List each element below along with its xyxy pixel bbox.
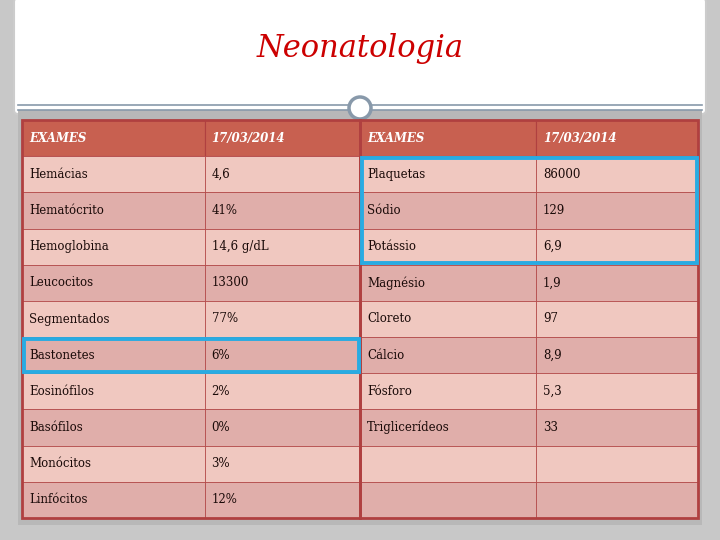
FancyBboxPatch shape — [22, 192, 204, 228]
Text: Cloreto: Cloreto — [367, 313, 411, 326]
FancyBboxPatch shape — [22, 373, 204, 409]
FancyBboxPatch shape — [536, 337, 698, 373]
FancyBboxPatch shape — [360, 120, 536, 156]
Text: 3%: 3% — [212, 457, 230, 470]
Text: Triglicerídeos: Triglicerídeos — [367, 421, 450, 434]
FancyBboxPatch shape — [204, 265, 360, 301]
Text: Hemoglobina: Hemoglobina — [29, 240, 109, 253]
Text: 129: 129 — [543, 204, 565, 217]
Text: 5,3: 5,3 — [543, 385, 562, 398]
Text: Cálcio: Cálcio — [367, 349, 404, 362]
FancyBboxPatch shape — [22, 337, 204, 373]
Text: 6%: 6% — [212, 349, 230, 362]
Text: Sódio: Sódio — [367, 204, 400, 217]
Text: Neonatologia: Neonatologia — [256, 32, 464, 64]
Text: 2%: 2% — [212, 385, 230, 398]
FancyBboxPatch shape — [360, 337, 536, 373]
Text: Basófilos: Basófilos — [29, 421, 83, 434]
Text: Fósforo: Fósforo — [367, 385, 412, 398]
Text: 8,9: 8,9 — [543, 349, 562, 362]
FancyBboxPatch shape — [360, 192, 536, 228]
Text: Eosinófilos: Eosinófilos — [29, 385, 94, 398]
FancyBboxPatch shape — [360, 156, 536, 192]
Text: Plaquetas: Plaquetas — [367, 168, 426, 181]
Text: Leucocitos: Leucocitos — [29, 276, 93, 289]
Text: 17/03/2014: 17/03/2014 — [212, 132, 285, 145]
FancyBboxPatch shape — [360, 482, 536, 518]
FancyBboxPatch shape — [22, 265, 204, 301]
FancyBboxPatch shape — [536, 192, 698, 228]
Text: EXAMES: EXAMES — [29, 132, 86, 145]
FancyBboxPatch shape — [536, 265, 698, 301]
Text: 1,9: 1,9 — [543, 276, 562, 289]
FancyBboxPatch shape — [22, 301, 204, 337]
FancyBboxPatch shape — [536, 409, 698, 445]
FancyBboxPatch shape — [360, 265, 536, 301]
FancyBboxPatch shape — [360, 228, 536, 265]
Text: 4,6: 4,6 — [212, 168, 230, 181]
FancyBboxPatch shape — [22, 482, 204, 518]
Text: Monócitos: Monócitos — [29, 457, 91, 470]
Circle shape — [353, 101, 367, 115]
Text: Magnésio: Magnésio — [367, 276, 425, 289]
FancyBboxPatch shape — [360, 409, 536, 445]
FancyBboxPatch shape — [204, 156, 360, 192]
FancyBboxPatch shape — [204, 373, 360, 409]
FancyBboxPatch shape — [204, 446, 360, 482]
FancyBboxPatch shape — [536, 228, 698, 265]
FancyBboxPatch shape — [536, 120, 698, 156]
FancyBboxPatch shape — [536, 301, 698, 337]
Text: Segmentados: Segmentados — [29, 313, 109, 326]
FancyBboxPatch shape — [204, 409, 360, 445]
Text: 14,6 g/dL: 14,6 g/dL — [212, 240, 268, 253]
Text: 17/03/2014: 17/03/2014 — [543, 132, 616, 145]
Text: Hematócrito: Hematócrito — [29, 204, 104, 217]
FancyBboxPatch shape — [14, 0, 706, 114]
Text: 33: 33 — [543, 421, 558, 434]
FancyBboxPatch shape — [22, 156, 204, 192]
FancyBboxPatch shape — [536, 156, 698, 192]
FancyBboxPatch shape — [204, 482, 360, 518]
FancyBboxPatch shape — [360, 301, 536, 337]
FancyBboxPatch shape — [18, 110, 702, 525]
Text: 6,9: 6,9 — [543, 240, 562, 253]
FancyBboxPatch shape — [536, 482, 698, 518]
FancyBboxPatch shape — [204, 228, 360, 265]
Text: 86000: 86000 — [543, 168, 580, 181]
FancyBboxPatch shape — [204, 192, 360, 228]
FancyBboxPatch shape — [22, 228, 204, 265]
FancyBboxPatch shape — [360, 373, 536, 409]
FancyBboxPatch shape — [22, 120, 204, 156]
Circle shape — [349, 97, 371, 119]
Text: 41%: 41% — [212, 204, 238, 217]
FancyBboxPatch shape — [536, 446, 698, 482]
Text: Hemácias: Hemácias — [29, 168, 88, 181]
Text: 13300: 13300 — [212, 276, 249, 289]
Text: EXAMES: EXAMES — [367, 132, 424, 145]
FancyBboxPatch shape — [204, 337, 360, 373]
FancyBboxPatch shape — [360, 446, 536, 482]
Text: Potássio: Potássio — [367, 240, 416, 253]
Text: Bastonetes: Bastonetes — [29, 349, 94, 362]
Text: 0%: 0% — [212, 421, 230, 434]
FancyBboxPatch shape — [22, 446, 204, 482]
FancyBboxPatch shape — [536, 373, 698, 409]
FancyBboxPatch shape — [204, 301, 360, 337]
FancyBboxPatch shape — [22, 409, 204, 445]
Text: 97: 97 — [543, 313, 558, 326]
FancyBboxPatch shape — [204, 120, 360, 156]
Text: Linfócitos: Linfócitos — [29, 494, 88, 507]
Text: 77%: 77% — [212, 313, 238, 326]
Text: 12%: 12% — [212, 494, 238, 507]
